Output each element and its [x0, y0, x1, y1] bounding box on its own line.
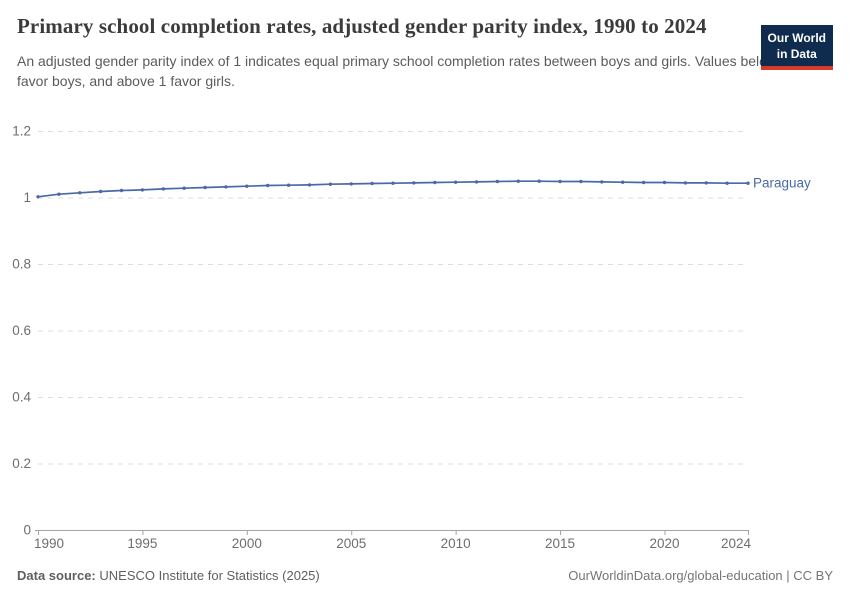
data-point — [495, 179, 500, 184]
x-tick-label: 2020 — [649, 536, 679, 551]
data-point — [307, 183, 312, 187]
data-point — [370, 181, 374, 186]
data-source-text: UNESCO Institute for Statistics (2025) — [99, 568, 320, 583]
data-point — [224, 185, 228, 189]
chart-footer: Data source: UNESCO Institute for Statis… — [17, 568, 833, 583]
x-tick-label: 2005 — [336, 536, 366, 551]
data-point — [119, 188, 124, 193]
x-tick-label: 2015 — [545, 536, 575, 551]
data-point — [704, 181, 708, 185]
y-tick-label: 0.4 — [12, 390, 31, 405]
x-tick-label: 2000 — [232, 536, 262, 551]
y-tick-label: 0.6 — [12, 323, 31, 338]
data-point — [140, 188, 145, 192]
y-tick-label: 0.2 — [12, 456, 31, 471]
owid-logo-line2: in Data — [776, 46, 817, 61]
data-point — [662, 180, 667, 185]
data-point — [683, 181, 688, 185]
data-point — [391, 181, 395, 185]
y-tick-label: 1 — [23, 190, 31, 205]
data-point — [36, 195, 40, 199]
data-point — [453, 180, 458, 184]
data-point — [161, 187, 165, 191]
x-tick-label: 1995 — [127, 536, 157, 551]
y-tick-label: 0 — [23, 523, 31, 538]
data-point — [57, 192, 61, 196]
owid-logo-line1: Our World — [767, 31, 826, 45]
data-point — [349, 182, 353, 186]
data-point — [245, 184, 249, 188]
chart-subtitle: An adjusted gender parity index of 1 ind… — [17, 52, 789, 90]
data-point — [266, 183, 270, 188]
y-tick-label: 1.2 — [12, 124, 31, 139]
data-point — [746, 181, 750, 185]
data-point — [537, 179, 541, 183]
data-source-label: Data source: — [17, 568, 96, 583]
data-point — [203, 185, 207, 190]
data-point — [725, 181, 729, 185]
data-point — [516, 179, 520, 183]
data-point — [98, 189, 103, 194]
data-point — [641, 180, 646, 185]
data-point — [182, 186, 186, 190]
x-tick-label: 1990 — [34, 536, 64, 551]
data-point — [621, 180, 625, 184]
data-point — [433, 180, 437, 185]
chart-title: Primary school completion rates, adjuste… — [17, 14, 707, 38]
data-point — [600, 180, 604, 184]
data-point — [328, 182, 333, 186]
entity-label: Paraguay — [753, 176, 811, 191]
attribution-text: OurWorldinData.org/global-education | CC… — [568, 568, 833, 583]
data-point — [286, 183, 291, 187]
data-point — [579, 179, 583, 184]
data-point — [558, 179, 562, 184]
x-tick-label: 2024 — [721, 536, 752, 551]
y-tick-label: 0.8 — [12, 257, 31, 272]
owid-logo: Our World in Data — [760, 25, 833, 71]
data-source: Data source: UNESCO Institute for Statis… — [17, 568, 320, 583]
data-point — [412, 181, 416, 185]
data-point — [474, 180, 479, 184]
data-point — [78, 191, 82, 195]
chart-header: Primary school completion rates, adjuste… — [17, 12, 833, 91]
x-tick-label: 2010 — [441, 536, 471, 551]
